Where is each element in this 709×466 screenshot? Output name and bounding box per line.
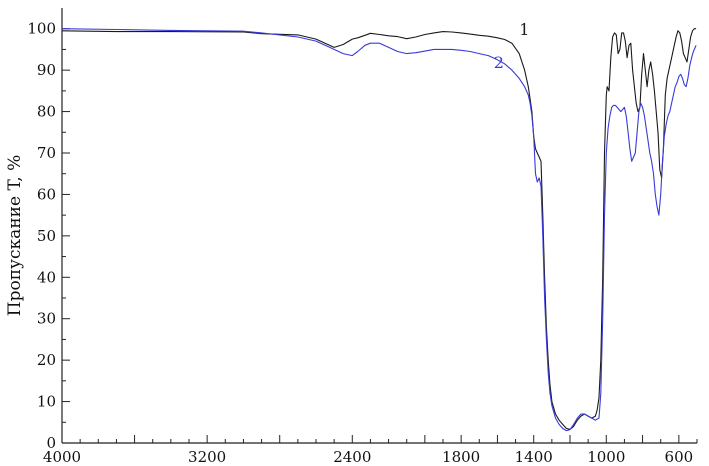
y-tick-label: 80 <box>37 103 56 121</box>
x-tick-label: 1400 <box>515 448 553 466</box>
y-tick-label: 50 <box>37 227 56 245</box>
y-tick-label: 90 <box>37 61 56 79</box>
y-tick-label: 100 <box>27 20 56 38</box>
axes-frame <box>61 8 697 444</box>
x-tick-label: 1000 <box>587 448 625 466</box>
x-tick-label: 600 <box>665 448 694 466</box>
y-tick-label: 0 <box>46 434 56 452</box>
x-tick-label: 1800 <box>442 448 480 466</box>
series-lines <box>61 28 697 432</box>
y-tick-label: 20 <box>37 351 56 369</box>
y-tick-label: 40 <box>37 268 56 286</box>
y-tick-label: 30 <box>37 310 56 328</box>
y-axis: 0 10 20 30 40 50 60 70 80 90 100 <box>27 20 70 452</box>
y-tick-label: 60 <box>37 185 56 203</box>
x-tick-label: 4000 <box>43 448 81 466</box>
y-tick-label: 10 <box>37 393 56 411</box>
x-tick-label: 3200 <box>188 448 226 466</box>
y-axis-label: Пропускание T, % <box>5 155 25 316</box>
x-axis: 4000 3200 2400 1800 1400 1000 600 <box>43 435 698 466</box>
y-tick-label: 70 <box>37 144 56 162</box>
series-label-2: 2 <box>494 53 504 72</box>
series-line-2 <box>61 28 697 432</box>
series-labels: 12 <box>494 20 530 72</box>
series-label-1: 1 <box>519 20 529 39</box>
x-tick-label: 2400 <box>333 448 371 466</box>
